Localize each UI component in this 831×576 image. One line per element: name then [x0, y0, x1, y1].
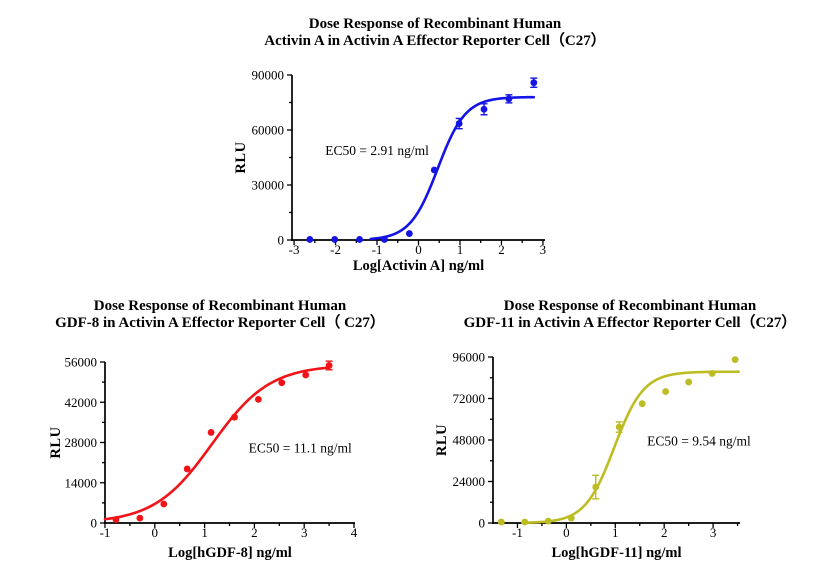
y-tick-label: 72000	[453, 391, 486, 406]
data-point	[685, 378, 693, 386]
chart-title-line2: GDF-8 in Activin A Effector Reporter Cel…	[55, 315, 385, 331]
data-point	[405, 230, 413, 237]
data-point	[615, 423, 623, 431]
data-point	[112, 516, 120, 523]
chart-title-line2: Activin A in Activin A Effector Reporter…	[264, 33, 606, 49]
x-tick-label: 0	[563, 525, 570, 540]
x-tick-label: 1	[612, 525, 619, 540]
x-axis-title: Log[hGDF-11] ng/ml	[551, 545, 681, 561]
data-point	[708, 370, 716, 377]
y-axis-title: RLU	[434, 424, 450, 456]
fit-curve	[521, 370, 740, 525]
dose-response-plot-activin-a: -3 -2 -1 0 1 2 3 0 30000 60000 90000 EC50 = 2.91 ng…	[233, 68, 547, 275]
x-tick-label: 1	[201, 525, 208, 540]
y-tick-label: 96000	[453, 350, 486, 365]
chart-title-line1: Dose Response of Recombinant Human	[308, 16, 562, 32]
data-point	[331, 236, 339, 243]
x-tick-label: 1	[457, 242, 464, 257]
chart-title-line1: Dose Response of Recombinant Human	[503, 298, 757, 314]
x-tick-label: -1	[512, 525, 523, 540]
x-tick-label: -3	[289, 242, 300, 257]
y-tick-label: 0	[91, 516, 98, 531]
y-tick-label: 24000	[453, 474, 486, 489]
data-point	[505, 95, 513, 103]
axis-ticks	[287, 74, 544, 245]
data-point	[662, 388, 670, 395]
data-point	[530, 79, 538, 87]
data-point	[207, 429, 215, 436]
data-point	[278, 379, 286, 387]
x-tick-label: 0	[152, 525, 159, 540]
x-tick-label: -1	[100, 525, 111, 540]
data-point	[325, 362, 333, 369]
y-tick-label: 90000	[252, 68, 285, 83]
fit-curve	[369, 95, 536, 241]
x-tick-label: 3	[301, 525, 308, 540]
y-tick-label: 48000	[453, 433, 486, 448]
data-points	[497, 356, 739, 526]
chart-title-activin-a: Dose Response of Recombinant Human Activ…	[230, 16, 640, 50]
y-tick-label: 14000	[65, 475, 98, 490]
y-tick-label: 0	[278, 233, 285, 248]
data-point	[638, 400, 646, 408]
data-point	[136, 514, 144, 522]
data-point	[254, 395, 262, 403]
x-tick-label: -1	[372, 242, 383, 257]
x-tick-label: 4	[351, 525, 358, 540]
x-axis-title: Log[hGDF-8] ng/ml	[168, 545, 292, 561]
axis-ticks	[488, 356, 739, 528]
data-point	[160, 500, 168, 508]
data-point	[356, 236, 364, 243]
y-tick-label: 30000	[252, 178, 285, 193]
data-point	[302, 371, 310, 379]
x-tick-label: -2	[330, 242, 341, 257]
data-point	[306, 236, 314, 243]
x-tick-label: 2	[498, 242, 505, 257]
y-axis-title: RLU	[233, 141, 249, 173]
chart-title-gdf-8: Dose Response of Recombinant Human GDF-8…	[40, 298, 400, 332]
dose-response-plot-gdf-11: -1 0 1 2 3 0 24000 48000 72000 96000 EC50 = 9.54 n…	[434, 350, 751, 562]
y-tick-label: 60000	[252, 123, 285, 138]
data-point	[544, 517, 552, 525]
data-point	[567, 514, 575, 522]
tick-labels: -3 -2 -1 0 1 2 3 0 30000 60000 90000	[252, 68, 547, 258]
x-tick-label: 2	[251, 525, 258, 540]
data-point	[430, 166, 438, 174]
data-points	[112, 362, 333, 523]
ec50-annotation: EC50 = 11.1 ng/ml	[249, 440, 352, 455]
data-point	[497, 518, 505, 526]
x-axis-title: Log[Activin A] ng/ml	[353, 258, 484, 274]
data-point	[183, 465, 191, 473]
axis-ticks	[100, 361, 355, 528]
data-point	[455, 120, 463, 127]
chart-title-line1: Dose Response of Recombinant Human	[93, 298, 347, 314]
chart-title-line2: GDF-11 in Activin A Effector Reporter Ce…	[463, 315, 797, 331]
ec50-annotation: EC50 = 2.91 ng/ml	[325, 143, 429, 158]
data-point	[731, 356, 739, 363]
y-tick-label: 56000	[65, 355, 98, 370]
x-tick-label: 0	[415, 242, 422, 257]
ec50-annotation: EC50 = 9.54 ng/ml	[647, 433, 751, 448]
chart-title-gdf-11: Dose Response of Recombinant Human GDF-1…	[425, 298, 831, 332]
data-points	[306, 79, 538, 243]
error-bars	[455, 77, 538, 130]
data-point	[231, 413, 238, 421]
y-tick-label: 42000	[65, 395, 98, 410]
x-tick-label: 2	[661, 525, 668, 540]
data-point	[381, 236, 388, 243]
tick-labels: -1 0 1 2 3 0 24000 48000 72000 96000	[453, 350, 717, 541]
y-tick-label: 28000	[65, 435, 98, 450]
x-tick-label: 3	[540, 242, 547, 257]
y-axis-title: RLU	[48, 426, 64, 458]
data-point	[521, 518, 529, 526]
y-tick-label: 0	[479, 516, 486, 531]
x-tick-label: 3	[710, 525, 717, 540]
data-point	[592, 483, 600, 491]
data-point	[480, 105, 488, 113]
fit-curve	[103, 366, 332, 521]
